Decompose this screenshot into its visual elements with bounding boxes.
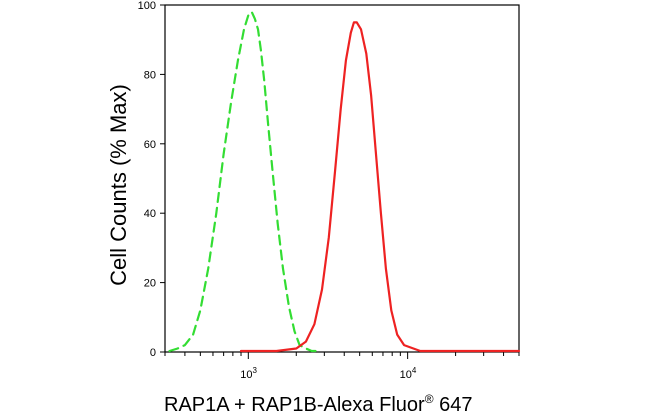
plot-border [164,4,520,353]
x-axis-title: RAP1A + RAP1B-Alexa Fluor® 647 [164,392,472,416]
y-tick-label: 60 [144,139,156,151]
x-axis-ticks: 103 104 [164,352,520,381]
y-tick-label: 100 [138,0,156,12]
x-tick-label: 103 [240,366,257,381]
plot-frame [164,4,520,353]
y-axis-ticks: 0 20 40 60 80 100 [138,0,165,359]
y-tick-label: 80 [144,69,156,81]
x-axis-title-main: RAP1A + RAP1B-Alexa Fluor [164,394,425,416]
y-axis-title: Cell Counts (% Max) [106,84,131,286]
x-axis-title-tail: 647 [434,394,473,416]
x-tick-label: 104 [400,366,417,381]
y-tick-label: 0 [150,347,156,359]
series-line-1 [168,10,321,353]
series-line-2 [239,21,521,353]
series-layer [168,10,521,353]
y-tick-label: 40 [144,208,156,220]
y-tick-label: 20 [144,278,156,290]
x-axis-title-registered-mark: ® [425,392,434,406]
